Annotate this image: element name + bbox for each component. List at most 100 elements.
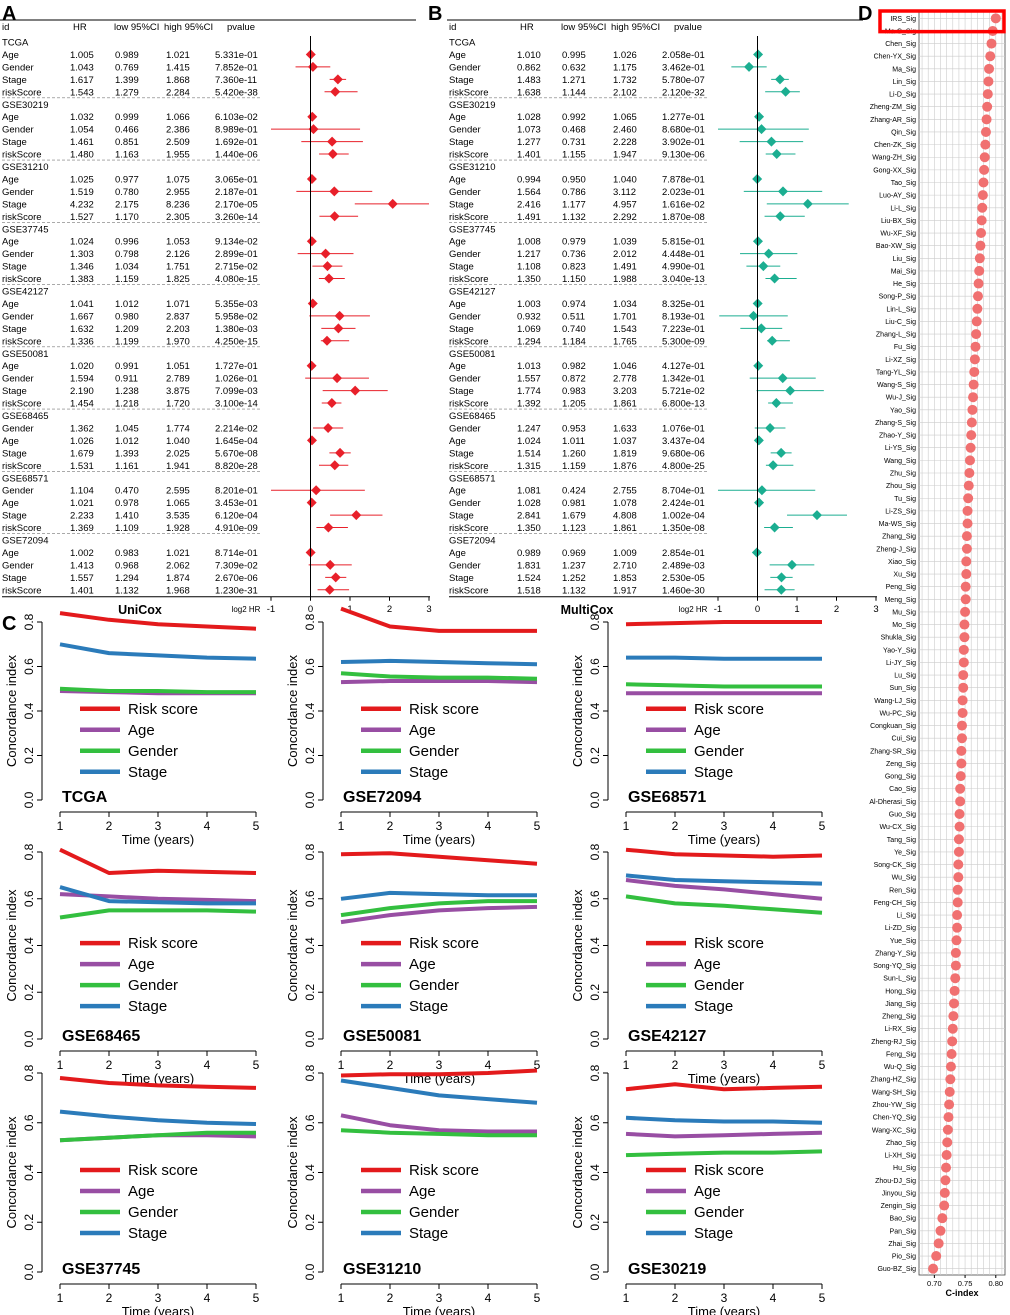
y-tick-label: 0.2: [303, 984, 317, 1001]
forest-row-hr: 1.247: [517, 423, 541, 434]
cindex-dot: [971, 316, 982, 327]
forest-row-label: Gender: [449, 125, 481, 136]
signature-label: Sun_Sig: [890, 685, 917, 692]
forest-row-pvalue: 9.134e-02: [215, 237, 258, 248]
cindex-dot: [960, 594, 971, 605]
forest-row-low: 1.205: [562, 399, 586, 410]
cindex-dot: [956, 758, 967, 769]
legend-label: Gender: [409, 977, 459, 994]
forest-row-high: 1.009: [613, 548, 637, 559]
x-tick-label: 2: [672, 1058, 679, 1072]
forest-row-low: 0.511: [562, 311, 585, 322]
x-tick-label: 4: [770, 1291, 777, 1305]
forest-row-hr: 1.383: [70, 274, 94, 285]
cindex-dot: [941, 1150, 952, 1161]
x-tick-label: 2: [106, 1291, 113, 1305]
forest-row-label: Gender: [449, 560, 481, 571]
cindex-dot: [954, 809, 965, 820]
forest-row-hr: 2.841: [517, 511, 541, 522]
legend-label: Risk score: [128, 1162, 198, 1179]
chart-title: GSE68465: [62, 1028, 140, 1045]
forest-row-hr: 1.557: [517, 374, 541, 385]
forest-hr-diamond: [756, 124, 767, 135]
signature-label: Sun-L_Sig: [883, 976, 916, 983]
cindex-dot: [973, 278, 984, 289]
forest-row-low: 0.992: [562, 112, 586, 123]
forest-hr-diamond: [758, 261, 769, 272]
forest-row-label: Stage: [2, 75, 27, 86]
forest-row-pvalue: 5.355e-03: [215, 299, 258, 310]
x-tick-label: 5: [819, 1291, 826, 1305]
y-tick-label: 0.6: [22, 658, 36, 675]
signature-label: Zhao_Sig: [886, 1140, 916, 1147]
forest-row-pvalue: 4.448e-01: [662, 249, 705, 260]
cindex-dot: [969, 366, 980, 377]
signature-label: Fu_Sig: [894, 344, 916, 351]
forest-row-hr: 1.667: [70, 311, 94, 322]
signature-label: Feng_Sig: [886, 1051, 916, 1058]
forest-row-low: 1.410: [115, 511, 139, 522]
cindex-dot: [959, 619, 970, 630]
cindex-dot: [979, 164, 990, 175]
forest-row-high: 4.808: [613, 511, 637, 522]
x-tick-label: 4: [204, 1058, 211, 1072]
signature-label: Lu_Sig: [894, 673, 916, 680]
forest-row-label: Gender: [449, 423, 481, 434]
forest-group-label: GSE30219: [449, 100, 495, 111]
series-line-stage: [59, 1109, 257, 1126]
forest-row-hr: 1.303: [70, 249, 94, 260]
forest-row-low: 0.950: [562, 174, 586, 185]
x-tick-label: 3: [721, 1291, 728, 1305]
forest-tick-label: 2: [834, 604, 839, 615]
forest-hr-diamond: [777, 373, 788, 384]
forest-row-hr: 1.294: [517, 336, 541, 347]
forest-row-high: 1.075: [166, 174, 190, 185]
legend-label: Risk score: [409, 701, 479, 718]
forest-hr-diamond: [786, 559, 797, 570]
forest-row-label: riskScore: [449, 523, 489, 534]
forest-row-high: 1.874: [166, 573, 190, 584]
forest-row-hr: 1.002: [70, 548, 94, 559]
legend-label: Risk score: [128, 701, 198, 718]
forest-row-pvalue: 1.727e-01: [215, 361, 258, 372]
series-line-risk: [340, 606, 537, 633]
forest-row-hr: 1.454: [70, 399, 94, 410]
forest-row-pvalue: 3.065e-01: [215, 174, 258, 185]
forest-row-high: 2.228: [613, 137, 637, 148]
signature-label: Li-D_Sig: [889, 92, 916, 99]
cindex-dot: [935, 1225, 946, 1236]
cindex-chart-gse68571: 0.0 0.2 0.4 0.6 0.8 1 2 3 4 5 Time (years) Concorda…: [570, 613, 826, 847]
forest-row-hr: 0.989: [517, 548, 541, 559]
forest-row-low: 0.823: [562, 262, 586, 273]
forest-hr-diamond: [327, 136, 338, 147]
forest-row-label: Age: [2, 299, 19, 310]
forest-row-pvalue: 8.704e-01: [662, 486, 705, 497]
forest-hr-diamond: [330, 572, 341, 583]
forest-row-pvalue: 7.360e-11: [215, 75, 257, 86]
forest-row-low: 0.983: [115, 548, 139, 559]
forest-row-high: 1.051: [166, 361, 190, 372]
cindex-chart-tcga: 0.0 0.2 0.4 0.6 0.8 1 2 3 4 5 Time (years) Concorda…: [4, 611, 260, 847]
legend-label: Age: [128, 722, 155, 739]
x-tick-label: 4: [485, 1058, 492, 1072]
y-tick-label: 0.2: [22, 984, 36, 1001]
cindex-dot: [947, 1023, 958, 1034]
forest-hr-diamond: [771, 149, 782, 160]
forest-header-pvalue: pvalue: [674, 22, 702, 33]
forest-row-label: Stage: [449, 386, 474, 397]
forest-row-label: Stage: [449, 137, 474, 148]
forest-header-hr: HR: [520, 22, 534, 33]
forest-row-hr: 1.041: [70, 299, 94, 310]
signature-label: Chen_Sig: [885, 41, 916, 48]
forest-group-label: GSE68571: [2, 473, 48, 484]
forest-row-hr: 1.277: [517, 137, 541, 148]
cindex-dot: [975, 240, 986, 251]
forest-row-low: 1.012: [115, 436, 139, 447]
chart-title: GSE72094: [343, 789, 421, 806]
x-tick-label: 1: [338, 819, 345, 833]
forest-tick-label: 1: [347, 604, 352, 615]
forest-hr-diamond: [306, 173, 317, 184]
